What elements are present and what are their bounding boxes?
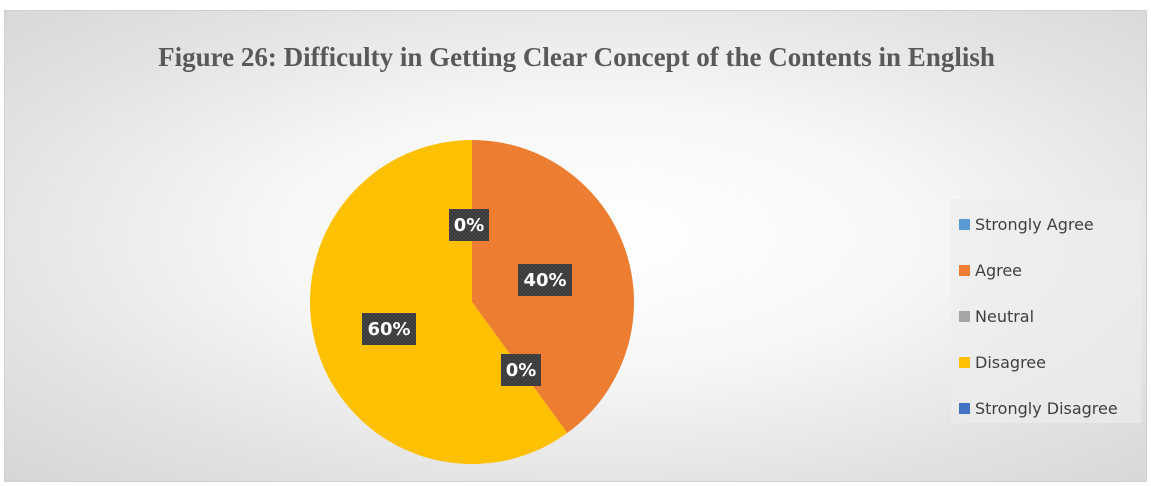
legend-label: Agree [975, 260, 1023, 280]
legend-item-disagree: Disagree [959, 351, 1046, 373]
legend-label: Strongly Agree [975, 214, 1094, 234]
legend-label: Neutral [975, 306, 1035, 326]
legend-label: Strongly Disagree [975, 398, 1118, 418]
data-label-box [449, 209, 489, 241]
data-label-text: 0% [454, 215, 485, 236]
data-label-text: 60% [367, 319, 410, 340]
data-label-box [501, 354, 541, 386]
legend-swatch [959, 218, 970, 230]
legend: Strongly Agree Agree Neutral Disagree Strong… [951, 199, 1141, 423]
data-label-text: 0% [506, 360, 537, 381]
data-label-box [362, 313, 416, 345]
legend-item-agree: Agree [959, 259, 1022, 281]
chart-title: Figure 26: Difficulty in Getting Clear C… [158, 42, 995, 72]
legend-item-strongly-agree: Strongly Agree [959, 213, 1094, 235]
legend-swatch [959, 356, 970, 368]
legend-swatch [959, 402, 970, 414]
data-label-box [518, 264, 572, 296]
pie-chart: 0% 40% 0% 60% [309, 140, 634, 465]
data-label-disagree: 60% [362, 313, 416, 345]
chart-area: Figure 26: Difficulty in Getting Clear C… [4, 10, 1147, 482]
legend-swatch [959, 310, 970, 322]
data-label-text: 40% [523, 270, 566, 291]
data-label-neutral: 0% [501, 354, 541, 386]
data-label-strongly-agree: 0% [449, 209, 489, 241]
legend-label: Disagree [975, 352, 1046, 372]
legend-swatch [959, 264, 970, 276]
data-label-agree: 40% [518, 264, 572, 296]
legend-item-neutral: Neutral [959, 305, 1034, 327]
legend-item-strongly-disagree: Strongly Disagree [959, 397, 1118, 419]
